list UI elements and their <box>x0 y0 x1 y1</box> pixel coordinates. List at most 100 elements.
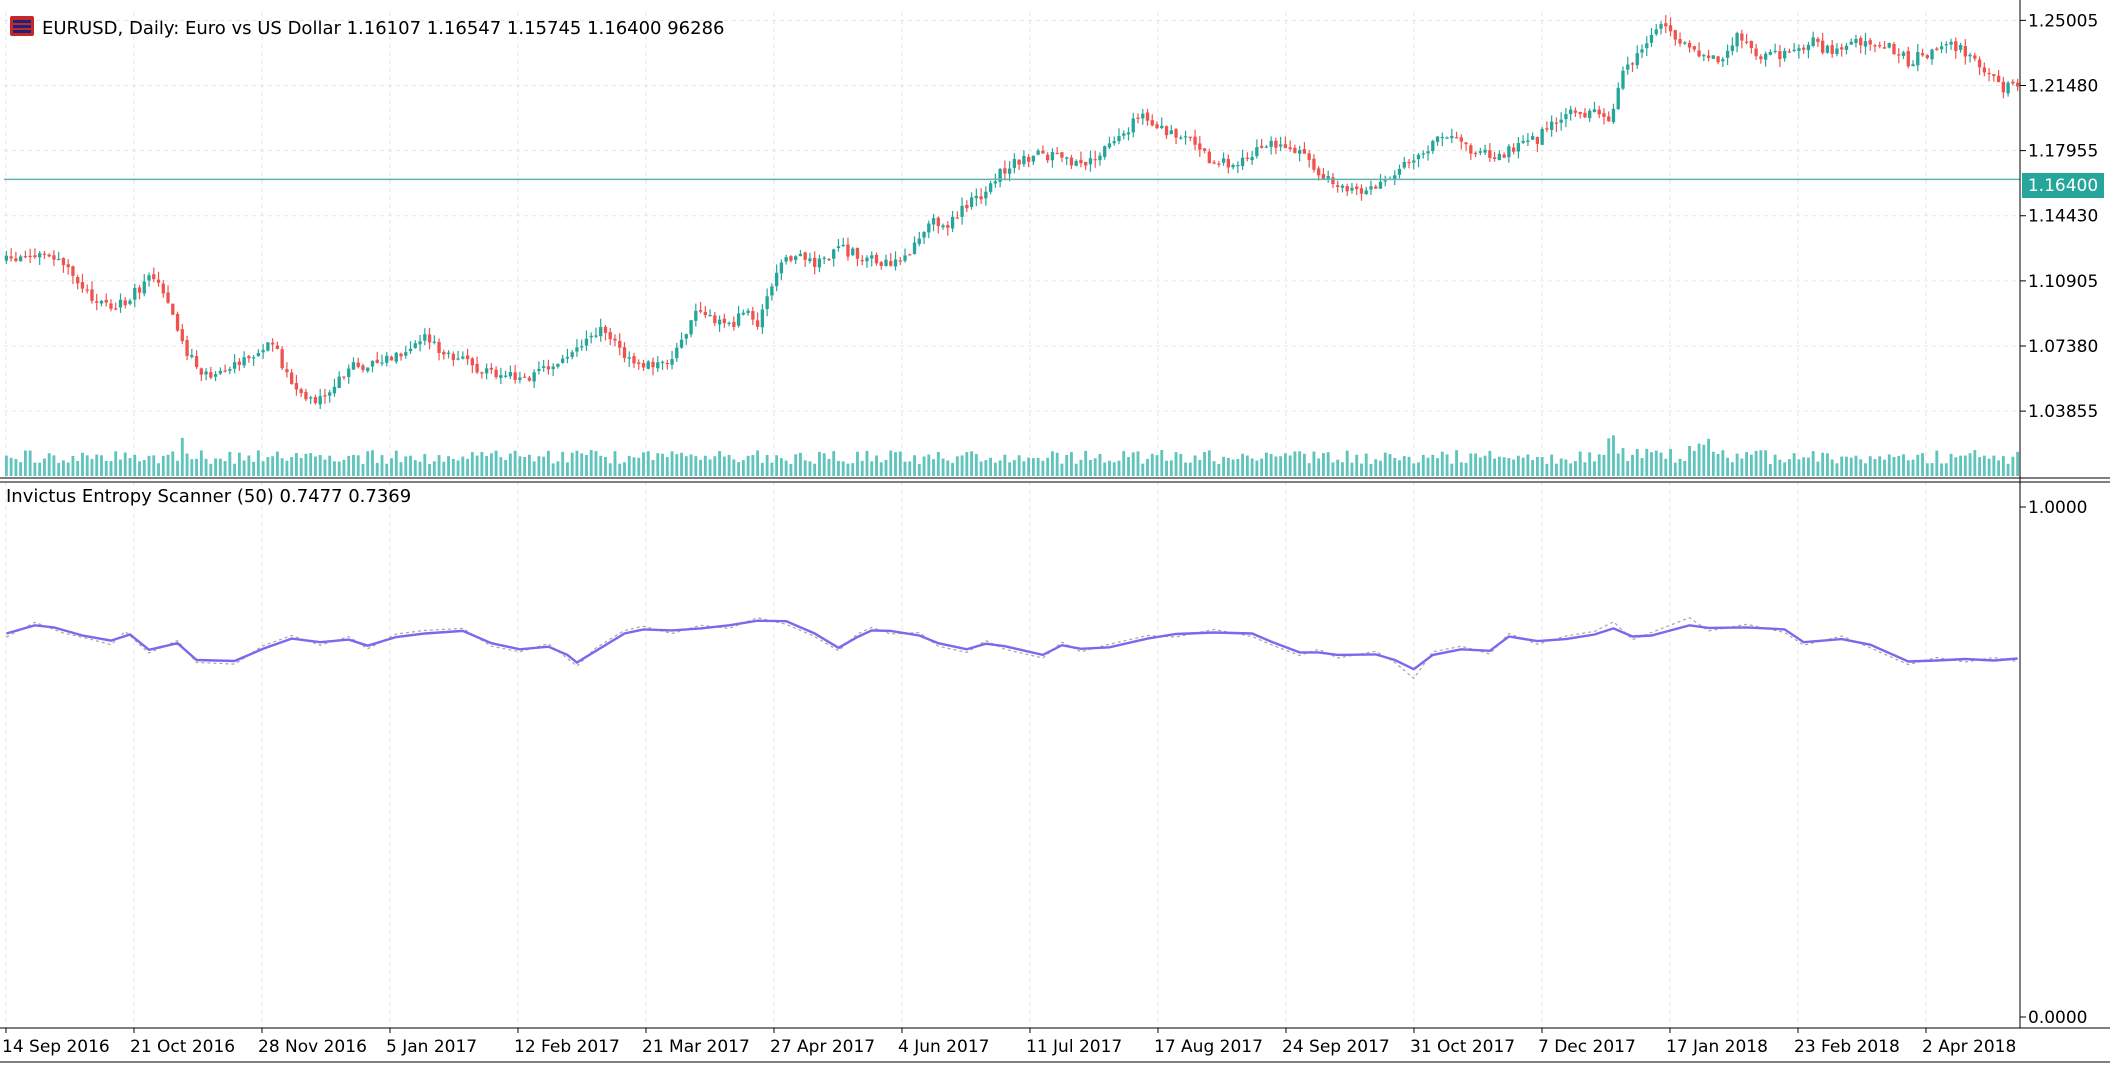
candle-body <box>893 259 898 267</box>
candle-body <box>1759 56 1763 60</box>
candle-body <box>1830 45 1834 54</box>
volume-bar <box>199 450 203 476</box>
volume-bar <box>898 451 902 476</box>
candle-body <box>332 386 337 394</box>
volume-histogram <box>4 435 2020 476</box>
volume-bar <box>252 461 256 476</box>
candle-body <box>399 353 403 357</box>
volume-bar <box>1521 457 1525 476</box>
candle-body <box>1540 128 1544 145</box>
candle-body <box>513 372 517 381</box>
candle-body <box>275 345 280 349</box>
candle-body <box>375 359 379 363</box>
candle-body <box>898 260 902 262</box>
candle-body <box>1878 45 1882 47</box>
volume-bar <box>1188 462 1192 476</box>
candle-body <box>356 362 360 367</box>
volume-bar <box>1987 458 1991 476</box>
volume-bar <box>1935 450 1939 476</box>
volume-bar <box>1802 457 1806 476</box>
candle-body <box>347 368 351 377</box>
volume-bar <box>1317 458 1321 476</box>
volume-bar <box>1098 454 1102 476</box>
candle-body <box>765 296 769 309</box>
volume-bar <box>1654 450 1658 476</box>
volume-bar <box>608 463 612 476</box>
volume-bar <box>1897 455 1901 476</box>
candle-body <box>484 368 489 374</box>
candle-body <box>475 363 479 373</box>
candle-body <box>927 223 931 233</box>
volume-bar <box>1193 455 1197 476</box>
volume-bar <box>689 454 693 476</box>
candle-body <box>213 374 218 377</box>
candle-body <box>90 289 94 301</box>
time-axis-label: 11 Jul 2017 <box>1026 1037 1122 1057</box>
symbol-icon[interactable] <box>10 16 34 36</box>
candle-body <box>1288 147 1292 150</box>
volume-bar <box>1217 463 1221 476</box>
volume-bar <box>1997 460 2001 476</box>
candle-body <box>499 375 503 378</box>
volume-bar <box>1312 451 1316 476</box>
volume-bar <box>256 450 260 476</box>
candle-body <box>660 361 665 364</box>
volume-bar <box>1545 463 1549 476</box>
volume-bar <box>998 460 1002 476</box>
volume-bar <box>803 460 807 476</box>
candle-body <box>1317 168 1321 176</box>
volume-bar <box>993 462 997 476</box>
candle-body <box>9 256 13 259</box>
candle-body <box>1302 149 1307 154</box>
volume-bar <box>684 456 688 476</box>
volume-bar <box>1174 452 1178 476</box>
candle-body <box>522 376 527 378</box>
volume-bar <box>1502 457 1506 476</box>
volume-bar <box>1426 457 1430 476</box>
candle-body <box>185 340 189 356</box>
volume-bar <box>1588 452 1592 476</box>
volume-bar <box>366 451 370 476</box>
volume-bar <box>1816 461 1820 476</box>
candle-body <box>889 261 893 266</box>
volume-bar <box>765 454 769 476</box>
volume-bar <box>1212 461 1216 476</box>
volume-bar <box>1279 456 1283 476</box>
volume-bar <box>770 462 774 476</box>
candle-body <box>304 392 308 400</box>
volume-bar <box>1569 463 1573 476</box>
volume-bar <box>903 461 907 476</box>
volume-bar <box>775 455 779 476</box>
candle-body <box>1649 34 1654 43</box>
volume-bar <box>1383 452 1387 476</box>
candle-body <box>589 335 593 338</box>
candle-body <box>1944 44 1948 46</box>
candle-body <box>1621 70 1625 89</box>
volume-bar <box>1065 454 1069 476</box>
volume-bar <box>518 456 522 476</box>
candle-body <box>1293 147 1297 153</box>
candle-body <box>1916 52 1920 66</box>
volume-bar <box>1550 454 1554 476</box>
volume-bar <box>2001 456 2005 476</box>
candle-body <box>1226 158 1231 168</box>
candle-body <box>1811 37 1815 47</box>
volume-bar <box>1849 457 1853 476</box>
volume-bar <box>708 459 712 476</box>
volume-bar <box>917 463 921 476</box>
price-axis-label: 1.25005 <box>2028 11 2098 31</box>
candle-body <box>370 360 375 367</box>
candle-body <box>1473 152 1478 155</box>
volume-bar <box>894 452 897 476</box>
volume-bar <box>699 459 702 476</box>
candle-body <box>1844 45 1849 50</box>
volume-bar <box>1921 453 1924 476</box>
volume-bar <box>675 454 679 476</box>
volume-bar <box>713 456 717 476</box>
candle-body <box>1174 129 1178 138</box>
volume-bar <box>1345 450 1349 476</box>
candle-body <box>1278 144 1283 147</box>
volume-bar <box>1887 454 1891 476</box>
